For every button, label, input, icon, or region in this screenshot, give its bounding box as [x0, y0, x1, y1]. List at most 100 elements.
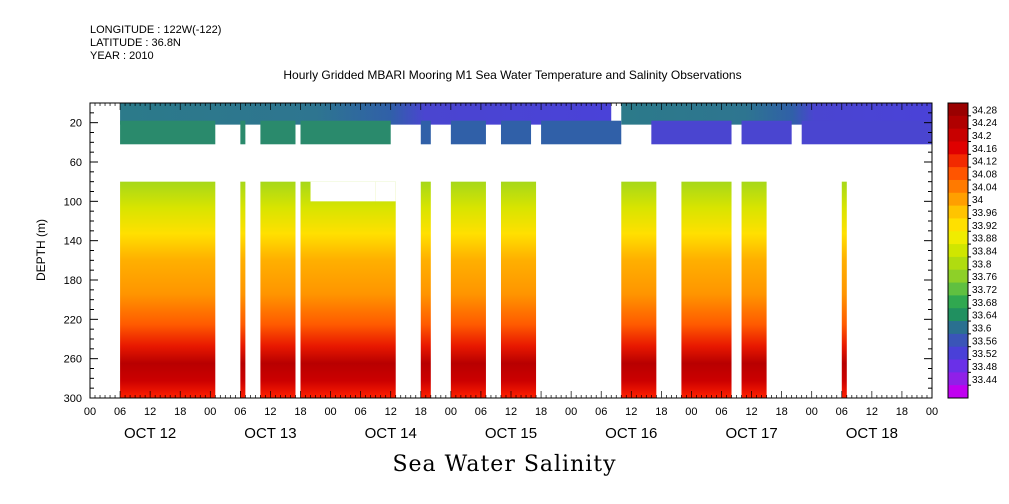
colorbar-swatch	[948, 192, 968, 207]
colorbar-swatch	[948, 128, 968, 142]
colorbar-label: 33.68	[972, 298, 997, 309]
deep-field-3	[300, 181, 396, 398]
x-hour-label: 12	[264, 406, 276, 418]
colorbar-swatch	[948, 256, 968, 271]
surface-band-0	[120, 103, 612, 125]
x-hour-label: 18	[776, 406, 788, 418]
colorbar-swatch	[948, 103, 968, 117]
colorbar-label: 34.28	[972, 105, 997, 116]
deep-field-6	[500, 181, 537, 398]
y-tick-label: 180	[64, 275, 82, 287]
colorbar-swatch	[948, 308, 968, 322]
x-hour-label: 06	[715, 406, 727, 418]
y-tick-label: 140	[64, 236, 82, 248]
x-hour-label: 06	[114, 406, 126, 418]
colorbar-swatch	[948, 346, 968, 361]
colorbar-swatch	[948, 179, 968, 194]
y-axis-label: DEPTH (m)	[34, 219, 48, 281]
x-date-label: OCT 16	[605, 425, 657, 442]
x-hour-label: 18	[294, 406, 306, 418]
colorbar-swatch	[948, 205, 968, 219]
x-hour-label: 18	[174, 406, 186, 418]
near-surface-band-8	[651, 120, 732, 145]
colorbar-label: 33.72	[972, 285, 997, 296]
colorbar-swatch	[948, 372, 968, 386]
y-tick-label: 100	[64, 196, 82, 208]
colorbar-label: 33.56	[972, 336, 997, 347]
near-surface-band-0	[120, 120, 216, 145]
x-hour-label: 12	[144, 406, 156, 418]
colorbar-label: 34.12	[972, 157, 997, 168]
x-hour-label: 00	[926, 406, 938, 418]
x-axis: 00 06 12 18 00 06 12 18 00 06 12 18 00 06 12 18 00 06 12 18…	[84, 103, 938, 442]
x-hour-label: 00	[685, 406, 697, 418]
x-hour-label: 12	[385, 406, 397, 418]
x-hour-label: 18	[535, 406, 547, 418]
deep-field-10	[841, 181, 847, 398]
x-date-label: OCT 15	[485, 425, 537, 442]
colorbar-label: 33.8	[972, 259, 992, 270]
colorbar-swatch	[948, 321, 968, 335]
surface-band-1	[621, 103, 932, 125]
near-surface-band-10	[801, 120, 932, 145]
near-surface-band-6	[500, 120, 532, 145]
x-hour-label: 00	[806, 406, 818, 418]
x-hour-label: 00	[84, 406, 96, 418]
deep-gap-1	[310, 181, 376, 202]
x-hour-label: 06	[836, 406, 848, 418]
colorbar-label: 33.44	[972, 375, 997, 386]
near-surface-band-1	[240, 120, 246, 145]
colorbar-border	[947, 102, 969, 399]
y-tick-label: 220	[64, 314, 82, 326]
deep-field-1	[240, 181, 246, 398]
colorbar-swatch	[948, 244, 968, 258]
colorbar-swatch	[948, 295, 968, 309]
colorbar-label: 33.88	[972, 234, 997, 245]
colorbar-swatch	[948, 154, 968, 168]
y-tick-label: 60	[70, 157, 82, 169]
near-surface-band-7	[541, 120, 622, 145]
x-hour-label: 06	[595, 406, 607, 418]
near-surface-band-9	[741, 120, 792, 145]
colorbar-swatch	[948, 269, 968, 284]
colorbar-label: 33.6	[972, 323, 992, 334]
near-surface-band-4	[420, 120, 431, 145]
deep-field-4	[420, 181, 431, 398]
near-surface-band-2	[260, 120, 296, 145]
colorbar-swatch	[948, 115, 968, 130]
x-hour-label: 18	[415, 406, 427, 418]
colorbar-label: 33.76	[972, 272, 997, 283]
y-tick-label: 20	[70, 118, 82, 130]
x-date-label: OCT 12	[124, 425, 176, 442]
colorbar-swatch	[948, 218, 968, 232]
x-date-label: OCT 14	[365, 425, 417, 442]
deep-field-5	[450, 181, 486, 398]
colorbar-swatch	[948, 141, 968, 155]
longitude-label: LONGITUDE : 122W(-122)	[90, 24, 222, 36]
deep-field-9	[741, 181, 767, 398]
deep-field-7	[621, 181, 657, 398]
colorbar-swatch	[948, 333, 968, 348]
x-hour-label: 12	[745, 406, 757, 418]
colorbar-label: 33.96	[972, 208, 997, 219]
x-date-label: OCT 18	[846, 425, 898, 442]
near-surface-band-3	[300, 120, 391, 145]
chart-title: Hourly Gridded MBARI Mooring M1 Sea Wate…	[283, 68, 742, 82]
colorbar-swatch	[948, 385, 968, 399]
colorbar-swatch	[948, 167, 968, 181]
latitude-label: LATITUDE : 36.8N	[90, 37, 181, 49]
x-hour-label: 18	[655, 406, 667, 418]
colorbar-label: 34.2	[972, 131, 992, 142]
y-tick-label: 300	[64, 393, 82, 405]
x-hour-label: 12	[625, 406, 637, 418]
x-hour-label: 06	[475, 406, 487, 418]
year-label: YEAR : 2010	[90, 50, 154, 62]
x-hour-label: 00	[565, 406, 577, 418]
colorbar-label: 33.92	[972, 221, 997, 232]
colorbar-label: 34.04	[972, 182, 997, 193]
near-surface-band-5	[450, 120, 486, 145]
colorbar-swatch	[948, 282, 968, 296]
x-hour-label: 06	[355, 406, 367, 418]
x-hour-label: 00	[324, 406, 336, 418]
